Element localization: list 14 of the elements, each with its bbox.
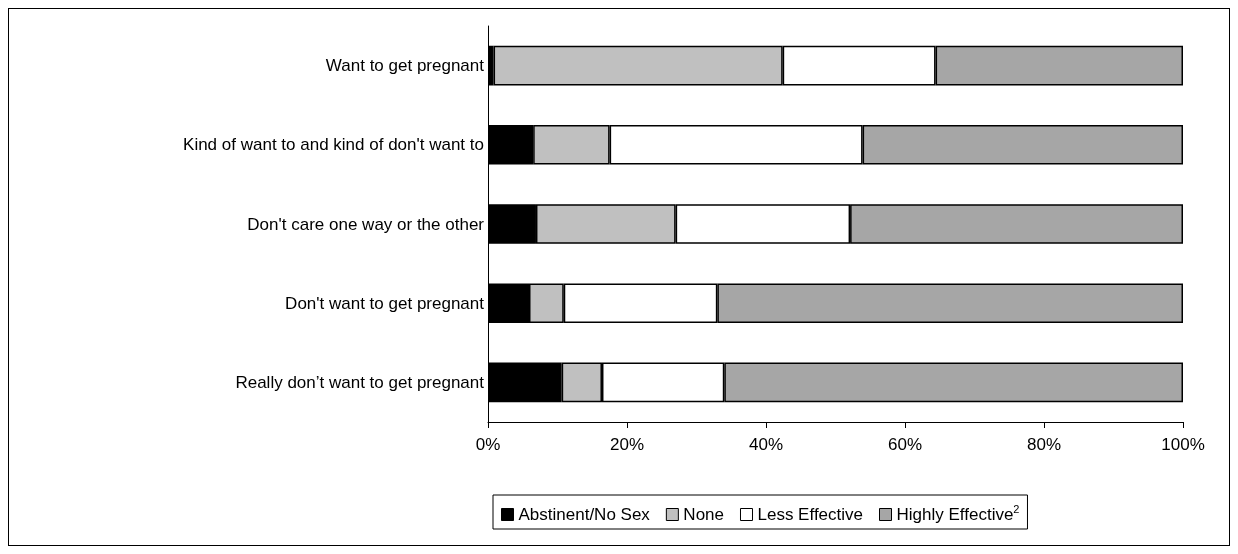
y-tick-label: Kind of want to and kind of don't want to [183,135,484,155]
x-tick-label: 40% [748,435,784,454]
y-tick-label: Don't care one way or the other [247,214,485,234]
x-tick-label: 60% [887,435,923,454]
x-tick-label: 0% [475,435,501,454]
x-tick-label: 20% [609,435,645,454]
x-tick-label: 100% [1161,435,1205,454]
legend-label: None [683,505,724,524]
x-tick-label: 80% [1026,435,1062,454]
y-tick-label: Want to get pregnant [325,56,485,76]
y-tick-label: Really don’t want to get pregnant [235,372,485,392]
legend-label: Abstinent/No Sex [518,505,651,524]
legend-label: Less Effective [757,505,864,524]
y-tick-label: Don't want to get pregnant [285,293,485,313]
